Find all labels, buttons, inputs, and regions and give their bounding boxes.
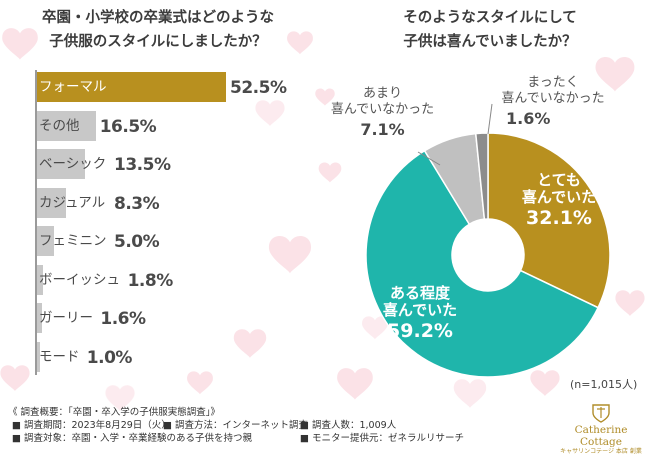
bar-value-label: 16.5% — [99, 116, 157, 137]
slice-label-not-very-happy-line2: 喜んでいなかった — [330, 102, 435, 117]
slice-label-not-happy-at-all: まったく 喜んでいなかった 1.6% — [478, 75, 628, 131]
bar — [36, 72, 226, 102]
survey-footer: 《 調査概要：「卒園・卒入学の子供服実態調査」》 ■ 調査期間：2023年8月2… — [0, 398, 650, 450]
slice-label-not-happy-at-all-line1: まったく — [527, 75, 579, 90]
brand-subtitle: キャサリンコテージ 本店 創業 — [560, 448, 642, 455]
bar-category-label: ガーリー — [39, 310, 93, 326]
sample-size-note: (n=1,015人) — [570, 378, 638, 391]
bar-value-label: 52.5% — [230, 78, 287, 98]
pie-chart-title-line1: そのようなスタイルにして — [403, 10, 577, 26]
bar-category-label: カジュアル — [39, 194, 106, 211]
slice-label-not-very-happy-line1: あまり — [362, 86, 402, 101]
bar-category-label: フェミニン — [39, 233, 107, 249]
bar — [36, 110, 96, 141]
brand-name: Catherine Cottage — [574, 424, 628, 448]
survey-method: ■ 調査方法：インターネット調査 — [163, 420, 308, 431]
bar-chart-title: 卒園・小学校の卒業式はどのような 子供服のスタイルにしましたか？ — [8, 6, 308, 54]
pie-chart-title: そのようなスタイルにして 子供は喜んでいましたか？ — [330, 6, 650, 54]
bar-value-label: 13.5% — [114, 155, 171, 175]
pie-chart-title-line2: 子供は喜んでいましたか？ — [403, 34, 577, 50]
crest-icon — [592, 404, 610, 423]
bar-axis-line — [35, 70, 37, 375]
survey-target: ■ 調査対象：卒園・入学・卒業経験のある子供を持つ親 — [12, 433, 252, 444]
bar-category-label: モード — [39, 348, 80, 365]
slice-label-not-happy-at-all-line2: 喜んでいなかった — [501, 91, 605, 106]
bar — [36, 341, 40, 372]
slice-value-somewhat-happy: 59.2% — [387, 320, 453, 342]
survey-provider: ■ モニター提供元：ゼネラルリサーチ — [300, 433, 464, 444]
slice-label-somewhat-happy: ある程度 喜んでいた 59.2% — [370, 285, 470, 343]
survey-respondents: ■ 調査人数：1,009人 — [300, 420, 397, 431]
bar-chart-title-line1: 卒園・小学校の卒業式はどのような — [42, 10, 274, 26]
bar-chart-title-line2: 子供服のスタイルにしましたか？ — [49, 34, 267, 50]
slice-label-not-very-happy: あまり 喜んでいなかった 7.1% — [320, 86, 445, 142]
brand-logo: Catherine Cottage キャサリンコテージ 本店 創業 — [555, 400, 647, 455]
bar — [36, 226, 55, 256]
donut-hole — [452, 219, 524, 291]
bar-value-label: 8.3% — [114, 193, 160, 214]
slice-value-very-happy: 32.1% — [526, 207, 592, 229]
bar — [36, 303, 42, 333]
bar — [36, 264, 43, 295]
slice-label-very-happy-line1: とても — [537, 171, 581, 189]
slice-label-somewhat-happy-line1: ある程度 — [389, 284, 450, 302]
slice-value-not-very-happy: 7.1% — [360, 120, 405, 139]
bar — [36, 149, 85, 179]
bar-value-label: 1.8% — [127, 270, 174, 291]
slice-value-not-happy-at-all: 1.6% — [506, 109, 551, 128]
survey-period: ■ 調査期間：2023年8月29日（火） — [12, 420, 171, 431]
bar-category-label: ボーイッシュ — [39, 271, 120, 288]
bar-category-label: フォーマル — [39, 79, 107, 95]
bar-category-label: その他 — [39, 117, 80, 134]
slice-label-very-happy-line2: 喜んでいた — [521, 188, 597, 206]
bar-value-label: 5.0% — [114, 232, 160, 252]
bar — [36, 187, 67, 218]
leader-line-not-happy-at-all — [487, 103, 493, 135]
slice-label-very-happy: とても 喜んでいた 32.1% — [503, 172, 615, 230]
bar-value-label: 1.6% — [100, 309, 146, 329]
survey-summary: 《 調査概要：「卒園・卒入学の子供服実態調査」》 — [8, 407, 221, 418]
slice-label-somewhat-happy-line2: 喜んでいた — [382, 301, 458, 319]
bar-value-label: 1.0% — [86, 347, 133, 368]
leader-line-not-very-happy — [417, 151, 441, 166]
bar-category-label: ベーシック — [39, 156, 107, 172]
